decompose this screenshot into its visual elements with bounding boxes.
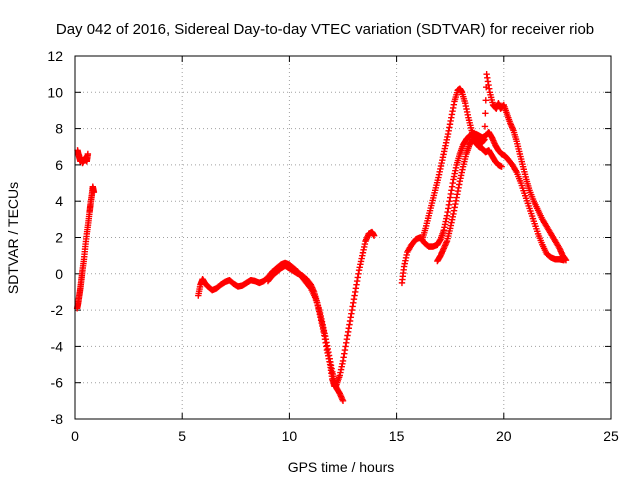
data-point — [498, 163, 505, 170]
y-tick-label: 6 — [55, 157, 63, 173]
data-point — [84, 150, 92, 158]
y-tick-label: -4 — [51, 338, 64, 354]
data-point — [370, 232, 378, 239]
x-tick-label: 25 — [603, 428, 619, 444]
y-axis-title: SDTVAR / TECUs — [5, 182, 21, 294]
y-tick-label: 10 — [47, 84, 63, 100]
chart-title: Day 042 of 2016, Sidereal Day-to-day VTE… — [56, 21, 594, 38]
y-tick-label: 2 — [55, 230, 63, 246]
y-tick-label: -6 — [51, 375, 64, 391]
x-axis-title: GPS time / hours — [288, 459, 395, 475]
data-point — [481, 123, 489, 130]
x-tick-label: 10 — [282, 428, 298, 444]
x-tick-label: 5 — [178, 428, 186, 444]
x-tick-label: 15 — [389, 428, 405, 444]
y-tick-label: -2 — [51, 302, 64, 318]
x-tick-label: 20 — [496, 428, 512, 444]
y-tick-label: 0 — [55, 266, 63, 282]
y-tick-label: 4 — [55, 193, 63, 209]
y-tick-label: 8 — [55, 121, 63, 137]
data-points — [73, 70, 570, 405]
data-point — [481, 136, 488, 143]
data-point — [90, 188, 98, 196]
data-point — [339, 397, 347, 405]
data-point — [482, 97, 489, 104]
data-point — [562, 256, 570, 264]
y-tick-label: -8 — [51, 411, 64, 427]
y-tick-labels: -8 -6 -4 -2 0 2 4 6 8 10 12 — [47, 48, 63, 427]
data-point — [482, 110, 489, 117]
y-tick-label: 12 — [47, 48, 63, 64]
x-tick-labels: 0 5 10 15 20 25 — [71, 428, 619, 444]
plot-frame — [74, 55, 612, 420]
x-tick-label: 0 — [71, 428, 79, 444]
